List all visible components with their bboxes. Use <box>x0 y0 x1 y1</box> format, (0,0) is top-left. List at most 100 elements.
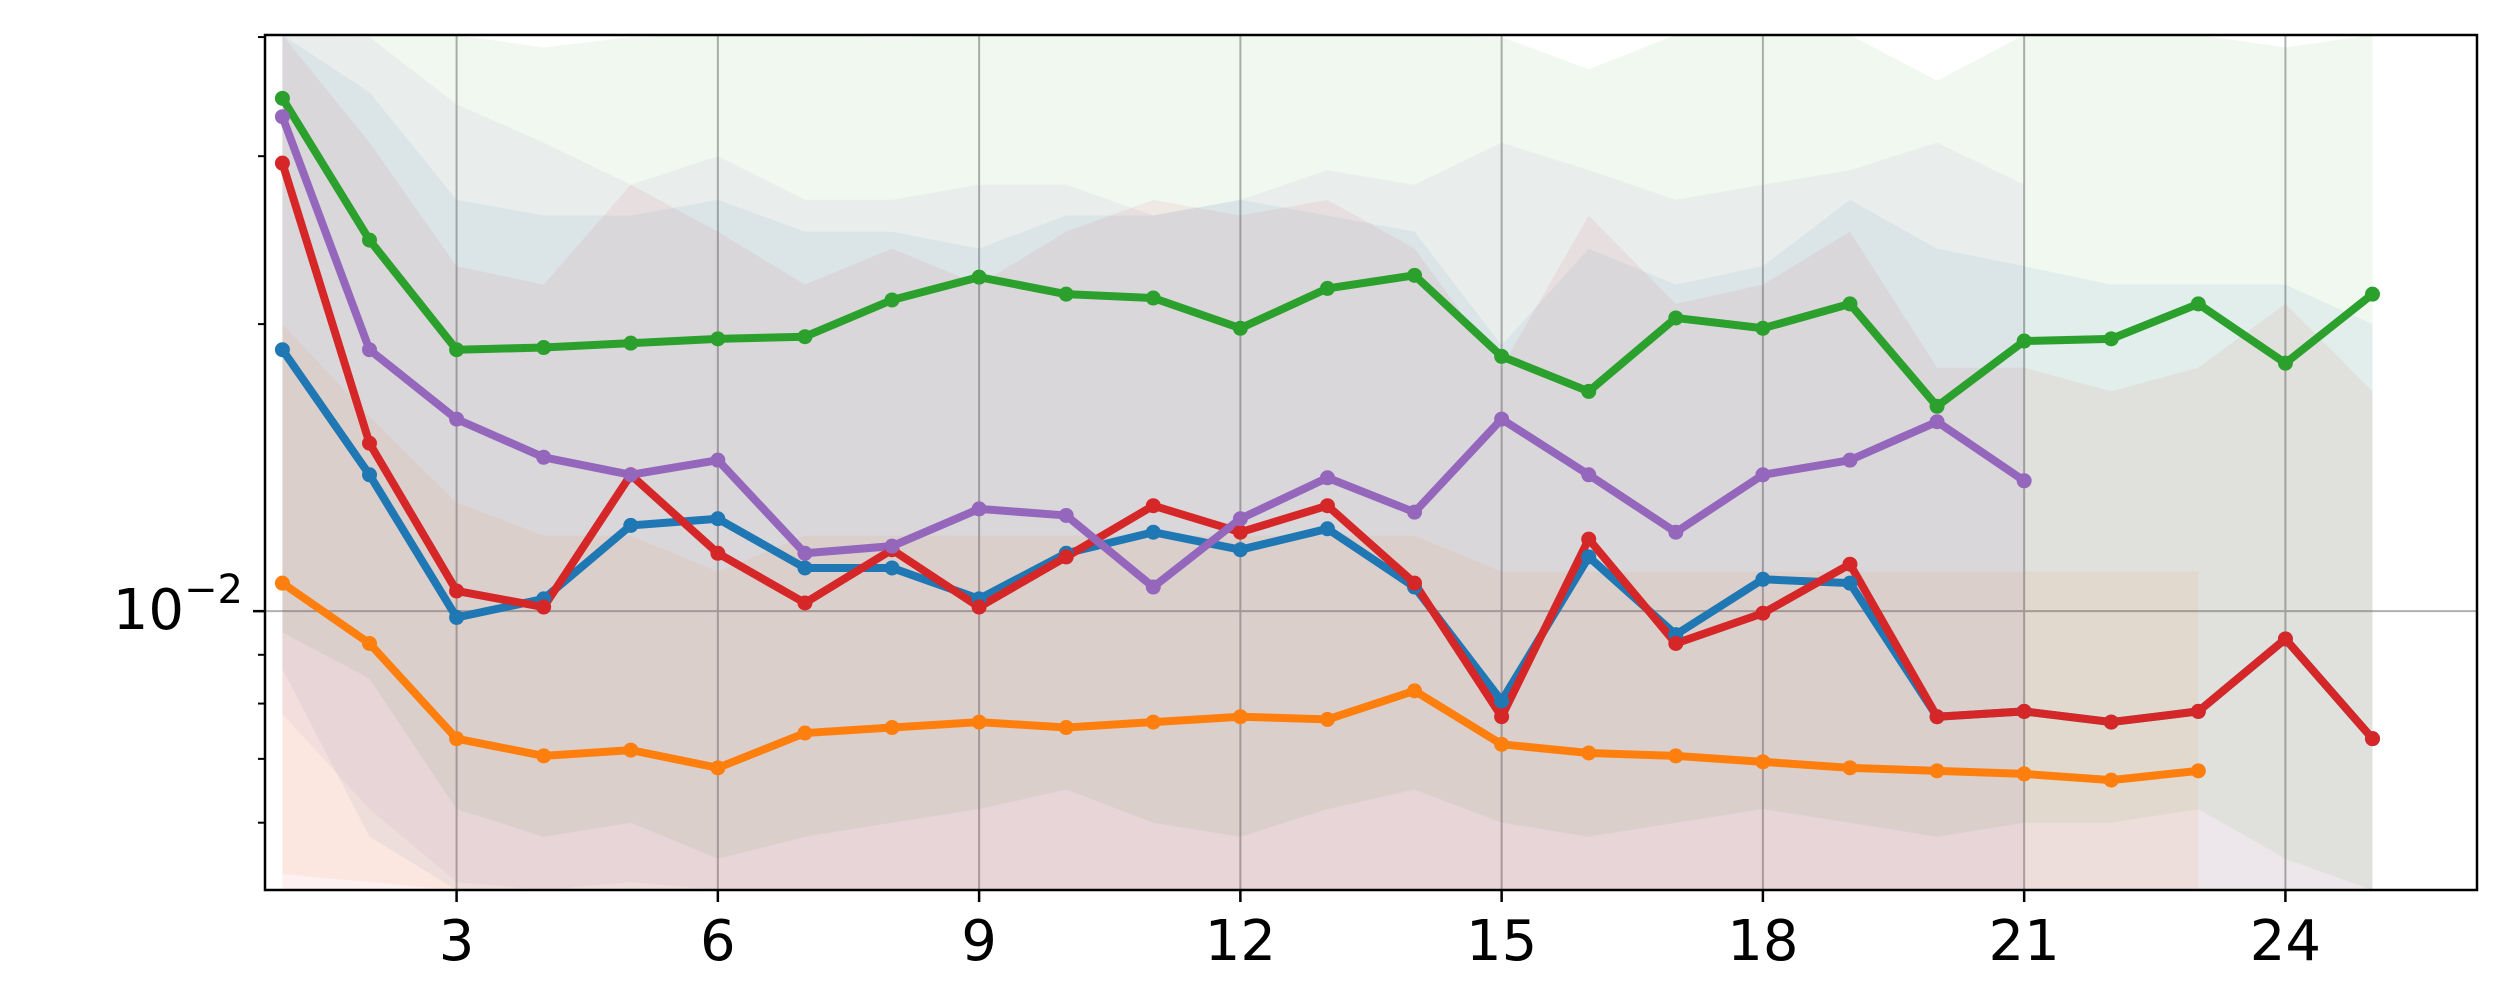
series-1-point <box>1494 693 1510 709</box>
series-1-point <box>1755 571 1771 587</box>
series-5-point <box>2016 473 2032 489</box>
series-4-point <box>2103 714 2119 730</box>
series-5-point <box>1668 524 1684 540</box>
series-4-point <box>1145 498 1161 514</box>
series-2-point <box>1668 748 1684 764</box>
series-4-point <box>1232 524 1248 540</box>
confidence-bands <box>282 35 2373 891</box>
series-4-point <box>274 155 290 171</box>
series-5-point <box>274 109 290 125</box>
series-1-point <box>710 511 726 527</box>
series-2-point <box>1842 760 1858 776</box>
x-tick-label: 6 <box>700 909 736 974</box>
series-1-band <box>282 35 2373 890</box>
series-1-point <box>884 560 900 576</box>
y-tick-exponent: −2 <box>184 567 243 613</box>
series-5-point <box>536 449 552 465</box>
series-1-point <box>1232 542 1248 558</box>
series-2-point <box>274 575 290 591</box>
series-2-point <box>1232 709 1248 725</box>
series-5-point <box>1058 507 1074 523</box>
series-5-band <box>282 35 2025 890</box>
series-3-point <box>884 292 900 308</box>
x-tick-label: 3 <box>439 909 475 974</box>
axis-ticks: 3 6 9 12 15 18 21 24 10−2 <box>113 36 2321 974</box>
series-2-point <box>2190 763 2206 779</box>
series-4-point <box>1407 575 1423 591</box>
series-5-point <box>1842 452 1858 468</box>
series-5-point <box>1319 470 1335 486</box>
series-2-point <box>536 748 552 764</box>
series-3-point <box>1232 320 1248 336</box>
x-tick-label: 9 <box>961 909 997 974</box>
series-2-point <box>1929 763 1945 779</box>
series-2-point <box>797 725 813 741</box>
x-tick-label: 21 <box>1989 909 2060 974</box>
series-5-point <box>623 467 639 483</box>
series-1-point <box>449 609 465 625</box>
series-5-point <box>884 538 900 554</box>
series-3-point <box>2277 355 2293 371</box>
series-4-point <box>971 599 987 615</box>
series-4-point <box>1929 709 1945 725</box>
x-tick-label: 18 <box>1727 909 1798 974</box>
series-4-point <box>2277 631 2293 647</box>
grid <box>265 35 2477 890</box>
series-2-point <box>1407 683 1423 699</box>
series-3-point <box>1145 290 1161 306</box>
series-3-point <box>2016 333 2032 349</box>
series-4-point <box>1842 556 1858 572</box>
series-3-point <box>2190 296 2206 312</box>
series-4-point <box>1581 531 1597 547</box>
series-2-point <box>1319 711 1335 727</box>
series-3-point <box>362 232 378 248</box>
series-4-point <box>1058 549 1074 565</box>
plot-frame <box>263 33 2479 892</box>
series-4-point <box>2364 731 2380 747</box>
series-3-point <box>623 335 639 351</box>
series-5-point <box>362 342 378 358</box>
series-1-point <box>362 467 378 483</box>
series-1-point <box>797 560 813 576</box>
series-4-point <box>2016 703 2032 719</box>
series-2-point <box>1755 754 1771 770</box>
series-2-point <box>1145 714 1161 730</box>
series-4-point <box>1755 605 1771 621</box>
series-5-point <box>797 545 813 561</box>
series-3-point <box>1929 398 1945 414</box>
series-1-point <box>274 342 290 358</box>
series-5-point <box>1494 411 1510 427</box>
series-3-point <box>2364 286 2380 302</box>
series-3-band <box>282 35 2373 890</box>
series-5-point <box>710 452 726 468</box>
series-3-point <box>1407 267 1423 283</box>
series-1-point <box>623 517 639 533</box>
series-5-point <box>1581 467 1597 483</box>
series-3-point <box>2103 331 2119 347</box>
series-5-point <box>971 501 987 517</box>
series-4-point <box>1319 498 1335 514</box>
series-2-point <box>2016 766 2032 782</box>
series-4-point <box>1668 635 1684 651</box>
series-5-point <box>449 411 465 427</box>
series-4-point <box>536 599 552 615</box>
series-2-point <box>623 742 639 758</box>
series-3-point <box>1842 296 1858 312</box>
series-5-point <box>1755 467 1771 483</box>
series-3-point <box>274 90 290 106</box>
series-2-point <box>1494 736 1510 752</box>
series-3-point <box>449 342 465 358</box>
series-2-point <box>2103 772 2119 788</box>
series-4-point <box>2190 703 2206 719</box>
series-5-point <box>1232 511 1248 527</box>
series-2-point <box>362 635 378 651</box>
series-3-point <box>1058 286 1074 302</box>
series-3-point <box>797 329 813 345</box>
series-3-point <box>1319 280 1335 296</box>
series-points <box>274 90 2380 788</box>
series-1-point <box>1581 549 1597 565</box>
series-2-point <box>971 714 987 730</box>
x-tick-label: 15 <box>1466 909 1537 974</box>
y-tick-label: 10−2 <box>113 567 243 643</box>
